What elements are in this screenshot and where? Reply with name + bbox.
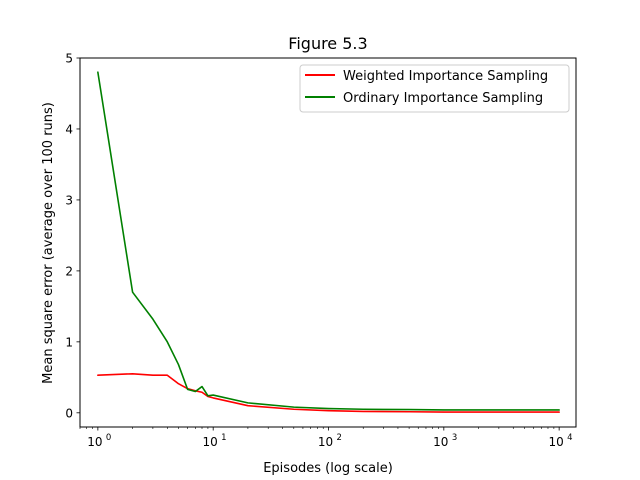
x-axis-ticks: 10 0 10 1 10 2 10 3 10 4 <box>79 427 573 449</box>
series-line-weighted <box>97 372 560 413</box>
y-axis-label: Mean square error (average over 100 runs… <box>41 102 56 384</box>
x-tick-label: 10 <box>87 435 102 449</box>
series-layer <box>97 71 560 413</box>
legend-box <box>299 64 570 113</box>
legend-label-ordinary: Ordinary Importance Sampling <box>343 91 543 106</box>
x-tick-label-exponent: 3 <box>452 433 457 443</box>
y-tick-label: 2 <box>65 264 73 278</box>
x-tick-label-exponent: 1 <box>221 433 226 443</box>
y-tick-label: 5 <box>65 52 73 66</box>
x-tick-label: 10 <box>203 435 218 449</box>
chart-title: Figure 5.3 <box>288 34 367 53</box>
x-tick-label-exponent: 2 <box>337 433 342 443</box>
y-tick-label: 3 <box>65 193 73 207</box>
x-tick-label: 10 <box>318 435 333 449</box>
legend: Weighted Importance Sampling Ordinary Im… <box>299 64 570 113</box>
x-tick-label: 10 <box>549 435 564 449</box>
plot-frame <box>79 57 577 428</box>
x-tick-label: 10 <box>433 435 448 449</box>
y-tick-label: 0 <box>65 406 73 420</box>
y-axis-ticks: 0 1 2 3 4 5 <box>65 52 80 420</box>
y-tick-label: 1 <box>65 335 73 349</box>
legend-label-weighted: Weighted Importance Sampling <box>343 69 548 84</box>
x-tick-label-exponent: 0 <box>106 433 111 443</box>
x-tick-label-exponent: 4 <box>567 433 572 443</box>
x-axis-label: Episodes (log scale) <box>263 461 393 476</box>
series-line-ordinary <box>97 71 560 411</box>
y-tick-label: 4 <box>65 122 73 136</box>
